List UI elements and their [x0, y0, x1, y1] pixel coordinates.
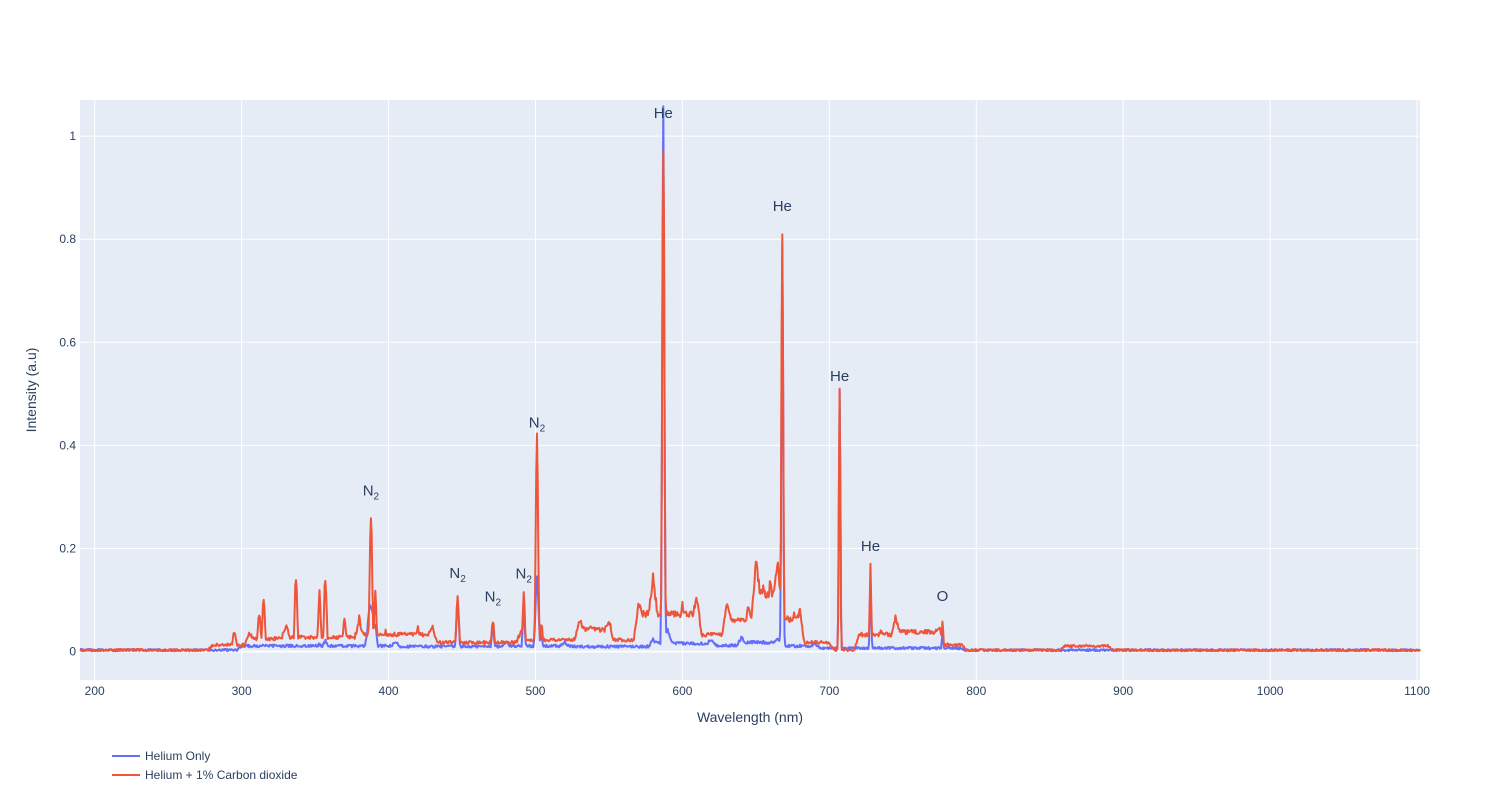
- peak-annotations: N2 N2 N2 N2 N2 He He He He O: [363, 105, 949, 609]
- tick-labels: 200 300 400 500 600 700 800 900 1000 1100 0 0.2 0.4 0…: [59, 129, 1430, 698]
- x-tick-label: 1100: [1404, 684, 1430, 698]
- y-tick-label: 0.4: [59, 438, 76, 452]
- y-tick-label: 0.2: [59, 542, 76, 556]
- y-axis-title: Intensity (a.u): [23, 348, 39, 433]
- x-tick-label: 700: [819, 684, 839, 698]
- x-axis-title: Wavelength (nm): [697, 709, 803, 725]
- x-tick-label: 900: [1113, 684, 1133, 698]
- legend-item[interactable]: Helium Only: [112, 749, 210, 763]
- peak-label: N2: [363, 482, 380, 502]
- x-tick-label: 300: [232, 684, 252, 698]
- x-tick-label: 1000: [1257, 684, 1284, 698]
- y-tick-label: 0.8: [59, 232, 76, 246]
- grid-lines: [80, 100, 1420, 680]
- peak-label: O: [937, 588, 949, 605]
- legend-label: Helium + 1% Carbon dioxide: [145, 768, 298, 782]
- peak-label: He: [773, 198, 792, 215]
- peak-label: He: [830, 368, 849, 385]
- peak-label: N2: [529, 414, 546, 434]
- legend-label: Helium Only: [145, 749, 210, 763]
- x-tick-label: 800: [966, 684, 986, 698]
- peak-label: He: [654, 105, 673, 122]
- legend-item[interactable]: Helium + 1% Carbon dioxide: [112, 768, 298, 782]
- y-tick-label: 0: [69, 645, 76, 659]
- x-tick-label: 200: [85, 684, 105, 698]
- x-tick-label: 400: [379, 684, 399, 698]
- peak-label: N2: [516, 565, 533, 585]
- series-lines: [79, 105, 1421, 653]
- series-line-helium-co2: [79, 150, 1421, 653]
- y-tick-label: 1: [69, 129, 76, 143]
- peak-label: N2: [449, 565, 466, 585]
- peak-label: He: [861, 538, 880, 555]
- x-tick-label: 500: [525, 684, 545, 698]
- plot-area-background: [80, 100, 1420, 680]
- y-tick-label: 0.6: [59, 335, 76, 349]
- x-tick-label: 600: [672, 684, 692, 698]
- peak-label: N2: [485, 589, 502, 609]
- legend[interactable]: Helium Only Helium + 1% Carbon dioxide: [112, 749, 298, 782]
